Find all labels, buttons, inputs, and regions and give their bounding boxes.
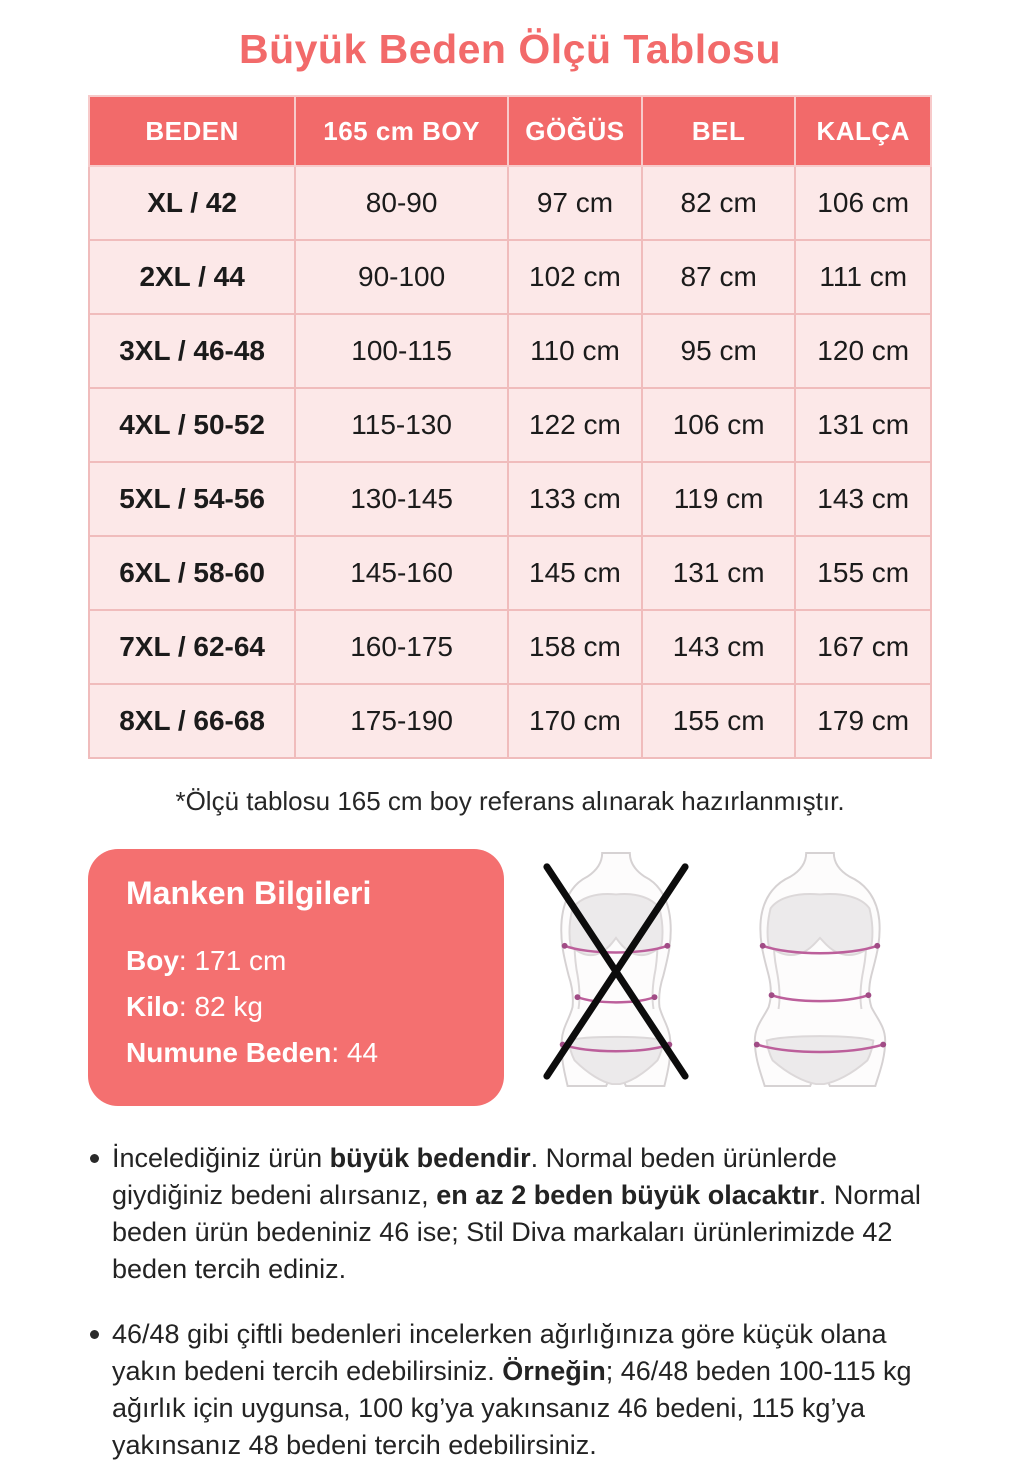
measurement-cell: 115-130 <box>294 387 510 463</box>
measurement-cell: 111 cm <box>794 239 932 315</box>
size-label-cell: 6XL / 58-60 <box>87 535 297 611</box>
measurement-cell: 143 cm <box>640 609 797 685</box>
model-info-card: Manken Bilgileri Boy: 171 cm Kilo: 82 kg N… <box>88 849 504 1106</box>
measurement-dots <box>559 942 673 1048</box>
measurement-cell: 131 cm <box>794 387 932 463</box>
size-table-row: 3XL / 46-48 100-115 110 cm 95 cm 120 cm <box>87 313 932 389</box>
size-table-row: XL / 42 80-90 97 cm 82 cm 106 cm <box>87 165 932 241</box>
measurement-cell: 95 cm <box>640 313 797 389</box>
model-info-field: Boy: 171 cm <box>126 945 287 976</box>
column-header-0: BEDEN <box>87 95 297 167</box>
size-table-row: 7XL / 62-64 160-175 158 cm 143 cm 167 cm <box>87 609 932 685</box>
column-header-2: GÖĞÜS <box>507 95 643 167</box>
crossed-out-slim-body-icon <box>543 851 689 1088</box>
size-label-cell: 3XL / 46-48 <box>87 313 297 389</box>
measurement-cell: 110 cm <box>507 313 643 389</box>
model-info-field: Numune Beden: 44 <box>126 1037 379 1068</box>
measurement-cell: 130-145 <box>294 461 510 537</box>
measurement-cell: 145-160 <box>294 535 510 611</box>
measurement-cell: 122 cm <box>507 387 643 463</box>
size-label-cell: 2XL / 44 <box>87 239 297 315</box>
size-label-cell: 7XL / 62-64 <box>87 609 297 685</box>
measurement-figures <box>504 849 932 1088</box>
measurement-cell: 143 cm <box>794 461 932 537</box>
size-note-item: İncelediğiniz ürün büyük bedendir. Norma… <box>90 1140 932 1288</box>
measurement-cell: 158 cm <box>507 609 643 685</box>
measurement-cell: 97 cm <box>507 165 643 241</box>
measurement-cell: 120 cm <box>794 313 932 389</box>
size-table-row: 6XL / 58-60 145-160 145 cm 131 cm 155 cm <box>87 535 932 611</box>
measurement-cell: 175-190 <box>294 683 510 759</box>
size-table: BEDEN 165 cm BOY GÖĞÜS BEL KALÇA XL / 42 80-9… <box>87 95 932 759</box>
measurement-cell: 145 cm <box>507 535 643 611</box>
measurement-cell: 106 cm <box>640 387 797 463</box>
model-info-row: Manken Bilgileri Boy: 171 cm Kilo: 82 kg N… <box>88 849 932 1106</box>
size-table-row: 5XL / 54-56 130-145 133 cm 119 cm 143 cm <box>87 461 932 537</box>
column-header-4: KALÇA <box>794 95 932 167</box>
measurement-cell: 133 cm <box>507 461 643 537</box>
note-text: İncelediğiniz ürün büyük bedendir. Norma… <box>112 1143 921 1284</box>
x-mark-icon <box>543 863 689 1080</box>
measurement-dots <box>753 942 887 1048</box>
measurement-cell: 131 cm <box>640 535 797 611</box>
note-text: 46/48 gibi çiftli bedenleri incelerken a… <box>112 1319 912 1460</box>
reference-note: *Ölçü tablosu 165 cm boy referans alınar… <box>175 786 845 816</box>
size-label-cell: 5XL / 54-56 <box>87 461 297 537</box>
model-info-title: Manken Bilgileri <box>126 875 372 911</box>
measurement-cell: 80-90 <box>294 165 510 241</box>
model-info-fields: Boy: 171 cm Kilo: 82 kg Numune Beden: 44 <box>126 938 480 1076</box>
bra-and-brief <box>765 893 875 1086</box>
measurement-cell: 82 cm <box>640 165 797 241</box>
measurement-cell: 100-115 <box>294 313 510 389</box>
size-table-head: BEDEN 165 cm BOY GÖĞÜS BEL KALÇA <box>87 95 932 167</box>
measurement-cell: 102 cm <box>507 239 643 315</box>
measurement-lines <box>756 944 884 1054</box>
size-label-cell: XL / 42 <box>87 165 297 241</box>
size-note-item: 46/48 gibi çiftli bedenleri incelerken a… <box>90 1316 932 1464</box>
measurement-cell: 90-100 <box>294 239 510 315</box>
size-notes-list: İncelediğiniz ürün büyük bedendir. Norma… <box>88 1140 932 1464</box>
size-table-row: 8XL / 66-68 175-190 170 cm 155 cm 179 cm <box>87 683 932 759</box>
size-table-body: XL / 42 80-90 97 cm 82 cm 106 cm 2XL / 44 90-1… <box>87 165 932 759</box>
measurement-cell: 119 cm <box>640 461 797 537</box>
column-header-1: 165 cm BOY <box>294 95 510 167</box>
size-guide-page: Büyük Beden Ölçü Tablosu BEDEN 165 cm BOY… <box>87 26 932 1464</box>
measurement-cell: 106 cm <box>794 165 932 241</box>
measurement-cell: 170 cm <box>507 683 643 759</box>
measurement-cell: 155 cm <box>640 683 797 759</box>
model-info-field: Kilo: 82 kg <box>126 991 263 1022</box>
column-header-3: BEL <box>640 95 797 167</box>
measurement-cell: 155 cm <box>794 535 932 611</box>
measurement-cell: 167 cm <box>794 609 932 685</box>
size-label-cell: 8XL / 66-68 <box>87 683 297 759</box>
page-title: Büyük Beden Ölçü Tablosu <box>238 26 782 72</box>
measurement-cell: 160-175 <box>294 609 510 685</box>
size-table-row: 2XL / 44 90-100 102 cm 87 cm 111 cm <box>87 239 932 315</box>
size-label-cell: 4XL / 50-52 <box>87 387 297 463</box>
bullet-icon <box>90 1330 99 1339</box>
measurement-cell: 87 cm <box>640 239 797 315</box>
bullet-icon <box>90 1154 99 1163</box>
measurement-lines <box>562 944 670 1053</box>
size-table-header-row: BEDEN 165 cm BOY GÖĞÜS BEL KALÇA <box>87 95 932 167</box>
size-table-row: 4XL / 50-52 115-130 122 cm 106 cm 131 cm <box>87 387 932 463</box>
plus-size-body-icon <box>753 851 887 1088</box>
measurement-cell: 179 cm <box>794 683 932 759</box>
